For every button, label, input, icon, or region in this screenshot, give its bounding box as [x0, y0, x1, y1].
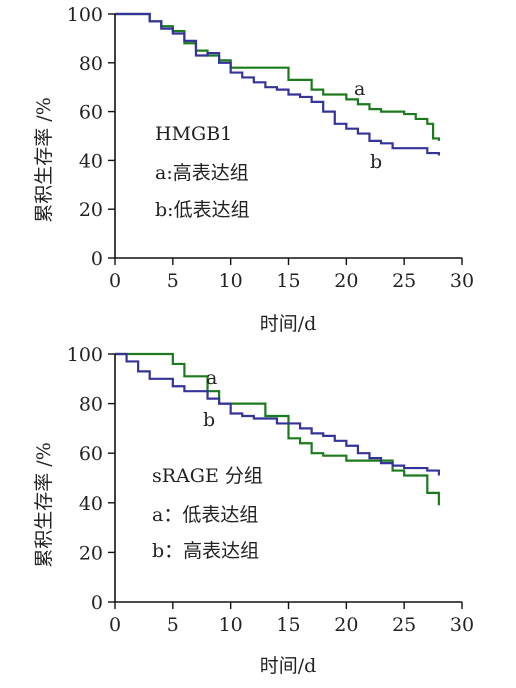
y-tick-label: 40	[79, 493, 103, 515]
annotation-b-1: b:低表达组	[155, 199, 250, 221]
x-tick-label: 30	[450, 270, 474, 292]
series-layer-2	[115, 352, 440, 506]
annotation-title-1: HMGB1	[155, 123, 232, 145]
curve-label-a-2: a	[206, 367, 217, 389]
x-tick-label: 15	[276, 270, 300, 292]
annotation-title-2: sRAGE 分组	[152, 465, 263, 487]
y-tick-label: 80	[79, 394, 103, 416]
y-tick-label: 80	[79, 53, 103, 75]
series-b-line	[115, 12, 440, 156]
y-tick-label: 0	[91, 248, 103, 270]
curve-label-a-1: a	[354, 78, 365, 100]
x-tick-label: 10	[219, 270, 243, 292]
x-tick-label: 25	[392, 270, 416, 292]
x-tick-label: 30	[450, 614, 474, 636]
annotation-b-2: b：高表达组	[152, 540, 259, 562]
curve-label-b-2: b	[203, 409, 215, 431]
x-tick-label: 20	[334, 270, 358, 292]
x-tick-label: 15	[276, 614, 300, 636]
y-axis-label-2: 累积生存率 /%	[33, 442, 55, 568]
x-axis-label-1: 时间/d	[260, 313, 317, 335]
x-tick-label: 20	[334, 614, 358, 636]
curve-label-b-1: b	[370, 151, 382, 173]
series-a-line	[115, 352, 440, 506]
x-tick-label: 10	[219, 614, 243, 636]
y-axis-label-1: 累积生存率 /%	[33, 97, 55, 223]
annotation-a-1: a:高表达组	[155, 162, 249, 184]
x-tick-label: 0	[109, 270, 121, 292]
y-tick-label: 100	[67, 4, 103, 26]
y-tick-label: 60	[79, 443, 103, 465]
series-b-line	[115, 352, 440, 476]
x-tick-label: 5	[167, 270, 179, 292]
x-axis-label-2: 时间/d	[260, 655, 317, 677]
x-tick-label: 25	[392, 614, 416, 636]
series-a-line	[115, 12, 440, 141]
y-tick-label: 40	[79, 150, 103, 172]
y-ticks-2: 0 20 40 60 80 100	[67, 344, 115, 614]
series-layer-1	[115, 12, 440, 156]
y-tick-label: 100	[67, 344, 103, 366]
y-tick-label: 20	[79, 542, 103, 564]
y-ticks-1: 0 20 40 60 80 100	[67, 4, 115, 270]
x-tick-label: 0	[109, 614, 121, 636]
x-ticks-1: 0 5 10 15 20 25 30	[109, 258, 474, 292]
y-tick-label: 60	[79, 102, 103, 124]
x-tick-label: 5	[167, 614, 179, 636]
x-ticks-2: 0 5 10 15 20 25 30	[109, 602, 474, 636]
y-tick-label: 20	[79, 199, 103, 221]
annotation-a-2: a：低表达组	[152, 504, 258, 526]
y-tick-label: 0	[91, 592, 103, 614]
